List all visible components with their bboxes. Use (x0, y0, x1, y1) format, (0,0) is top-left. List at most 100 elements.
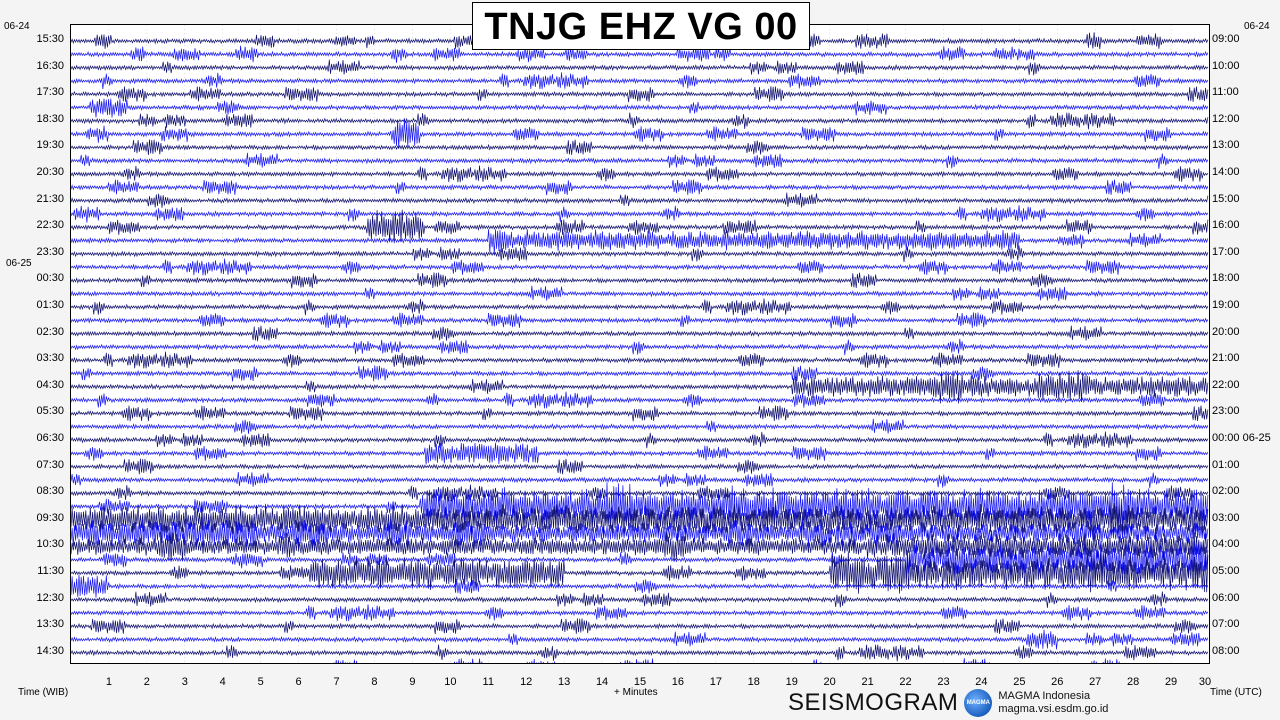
seismic-trace-14 (71, 209, 1209, 244)
x-tick-label: 6 (295, 676, 302, 688)
magma-logo-icon: MAGMA (964, 689, 993, 717)
right-hour-label: 19:00 (1212, 299, 1240, 311)
left-hour-label: 10:30 (36, 538, 64, 551)
left-hour-label: 14:30 (36, 644, 64, 657)
left-hour-label: 20:30 (36, 166, 64, 178)
seismic-trace-36 (71, 501, 1209, 540)
seismic-trace-2 (71, 59, 1209, 76)
right-hour-label: 03:00 (1212, 511, 1240, 524)
left-hour-label: 05:30 (36, 405, 64, 418)
seismic-trace-13 (71, 205, 1209, 223)
left-hour-label: 01:30 (36, 299, 64, 311)
left-hour-label: 13:30 (36, 618, 64, 631)
x-tick-label: 8 (371, 676, 378, 688)
right-hour-label: 10:00 (1212, 59, 1240, 72)
seismic-trace-43 (71, 604, 1209, 622)
x-tick-label: 30 (1198, 676, 1212, 688)
seismic-trace-34 (71, 484, 1209, 502)
seismic-trace-45 (71, 629, 1209, 650)
seismic-trace-30 (71, 431, 1209, 449)
right-date-top: 06-24 (1244, 21, 1270, 32)
right-hour-label: 09:00 (1212, 33, 1240, 45)
right-hour-label: 18:00 (1212, 272, 1240, 285)
right-hour-label: 16:00 (1212, 219, 1240, 232)
seismic-trace-10 (71, 165, 1209, 183)
left-hour-label: 06:30 (36, 432, 64, 444)
seismic-trace-21 (71, 312, 1209, 329)
x-tick-label: 9 (409, 676, 416, 688)
seismic-trace-28 (71, 405, 1209, 422)
left-hour-label: 03:30 (36, 352, 64, 365)
left-hour-label: 07:30 (36, 458, 64, 471)
right-hour-label: 11:00 (1212, 86, 1239, 99)
left-hour-label: 00:30 (36, 272, 64, 285)
left-hour-label: 04:30 (36, 378, 64, 391)
seismic-trace-8 (71, 139, 1209, 156)
footer-brand: SEISMOGRAM MAGMA MAGMA Indonesia magma.v… (788, 686, 1108, 720)
seismic-trace-39 (71, 539, 1209, 581)
seismic-trace-9 (71, 152, 1209, 169)
seismic-trace-7 (71, 118, 1209, 149)
right-hour-label: 06:00 (1212, 591, 1240, 604)
left-hour-label: 08:30 (36, 485, 64, 498)
left-hour-label: 18:30 (36, 112, 64, 125)
left-hour-label: 12:30 (36, 591, 64, 604)
x-tick-label: 26 (1051, 676, 1064, 688)
seismic-trace-1 (71, 45, 1209, 63)
seismic-trace-11 (71, 179, 1209, 196)
right-hour-label: 23:00 (1212, 405, 1240, 418)
left-hour-label: 11:30 (37, 565, 64, 577)
org-name: MAGMA Indonesia (998, 690, 1091, 702)
x-tick-label: 7 (333, 676, 340, 688)
x-tick-label: 17 (709, 676, 722, 688)
x-tick-label: 24 (975, 676, 988, 688)
seismogram-plot-area (70, 24, 1210, 664)
seismic-trace-42 (71, 591, 1209, 608)
seismic-trace-16 (71, 245, 1209, 263)
seismic-trace-29 (71, 418, 1209, 434)
right-hour-label: 13:00 (1212, 139, 1240, 152)
left-hour-label: 02:30 (36, 325, 64, 338)
x-tick-label: 15 (633, 676, 647, 688)
right-hour-label: 20:00 (1212, 325, 1240, 338)
seismic-trace-35 (71, 482, 1209, 533)
chart-title: TNJG EHZ VG 00 (472, 2, 810, 50)
seismic-trace-18 (71, 272, 1209, 289)
right-hour-label: 05:00 (1212, 565, 1240, 577)
right-hour-label: 04:00 (1212, 538, 1240, 551)
right-hour-label: 02:00 (1212, 485, 1240, 498)
x-tick-label: 29 (1164, 676, 1178, 688)
left-hour-label: 09:30 (36, 511, 64, 524)
seismic-trace-33 (71, 471, 1209, 489)
seismic-trace-24 (71, 351, 1209, 369)
left-hour-label: 21:30 (36, 192, 64, 205)
seismic-trace-31 (71, 442, 1209, 465)
left-hour-label: 17:30 (36, 86, 64, 99)
x-axis-label: + Minutes (614, 687, 658, 698)
left-hour-label: 15:30 (36, 33, 64, 45)
brand-title: SEISMOGRAM (788, 689, 959, 716)
seismic-trace-47 (78, 658, 1188, 663)
x-tick-label: 21 (861, 676, 874, 688)
left-hour-label: 16:30 (36, 59, 64, 72)
x-tick-label: 23 (937, 676, 950, 688)
x-tick-label: 16 (671, 676, 685, 688)
left-hour-label: 19:30 (36, 139, 64, 152)
seismic-trace-20 (71, 298, 1209, 316)
x-tick-label: 2 (143, 676, 150, 688)
left-hour-label: 23:30 (36, 245, 64, 258)
seismic-trace-17 (71, 258, 1209, 276)
x-tick-label: 14 (595, 676, 609, 688)
seismic-trace-15 (71, 229, 1209, 255)
x-tick-label: 12 (520, 676, 533, 688)
seismic-trace-44 (71, 618, 1209, 635)
x-tick-label: 20 (823, 676, 836, 688)
right-hour-label: 00:00 06-25 (1212, 432, 1271, 444)
seismic-trace-6 (71, 112, 1209, 130)
x-tick-label: 22 (899, 676, 912, 688)
right-hour-label: 07:00 (1212, 618, 1240, 631)
seismic-trace-22 (71, 325, 1209, 342)
right-hour-label: 17:00 (1212, 245, 1240, 258)
seismic-trace-26 (71, 370, 1209, 404)
org-info: MAGMA Indonesia magma.vsi.esdm.go.id (998, 690, 1108, 716)
